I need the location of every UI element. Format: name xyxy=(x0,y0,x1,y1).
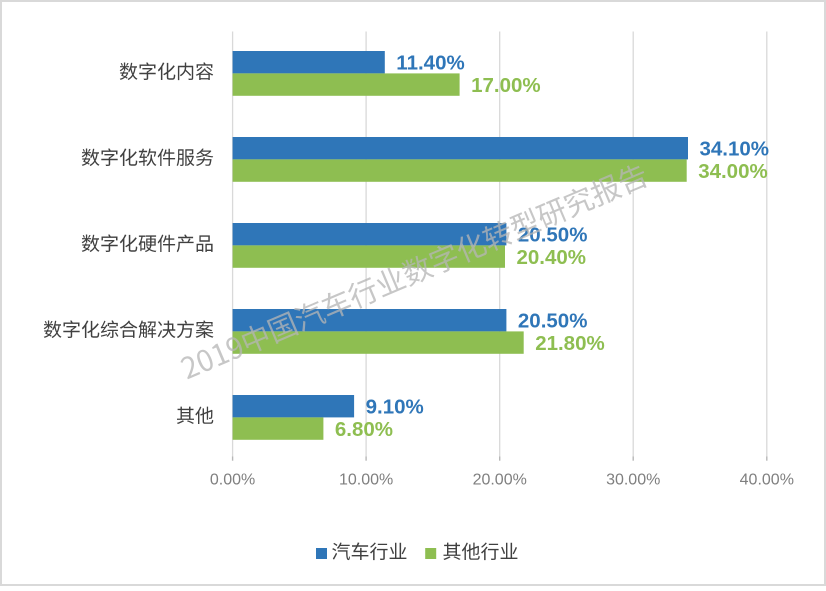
svg-text:6.80%: 6.80% xyxy=(335,418,393,441)
svg-text:21.80%: 21.80% xyxy=(535,332,605,355)
svg-text:10.00%: 10.00% xyxy=(339,472,393,489)
svg-text:20.00%: 20.00% xyxy=(473,472,527,489)
svg-text:30.00%: 30.00% xyxy=(606,472,660,489)
svg-text:34.00%: 34.00% xyxy=(698,160,768,183)
svg-text:40.00%: 40.00% xyxy=(740,472,794,489)
svg-text:9.10%: 9.10% xyxy=(366,396,424,419)
svg-text:20.50%: 20.50% xyxy=(518,310,588,333)
svg-text:11.40%: 11.40% xyxy=(396,52,464,75)
svg-text:20.50%: 20.50% xyxy=(518,224,588,247)
svg-text:20.40%: 20.40% xyxy=(517,246,587,269)
svg-text:0.00%: 0.00% xyxy=(210,472,255,489)
svg-text:34.10%: 34.10% xyxy=(700,138,770,161)
svg-text:17.00%: 17.00% xyxy=(471,74,541,97)
